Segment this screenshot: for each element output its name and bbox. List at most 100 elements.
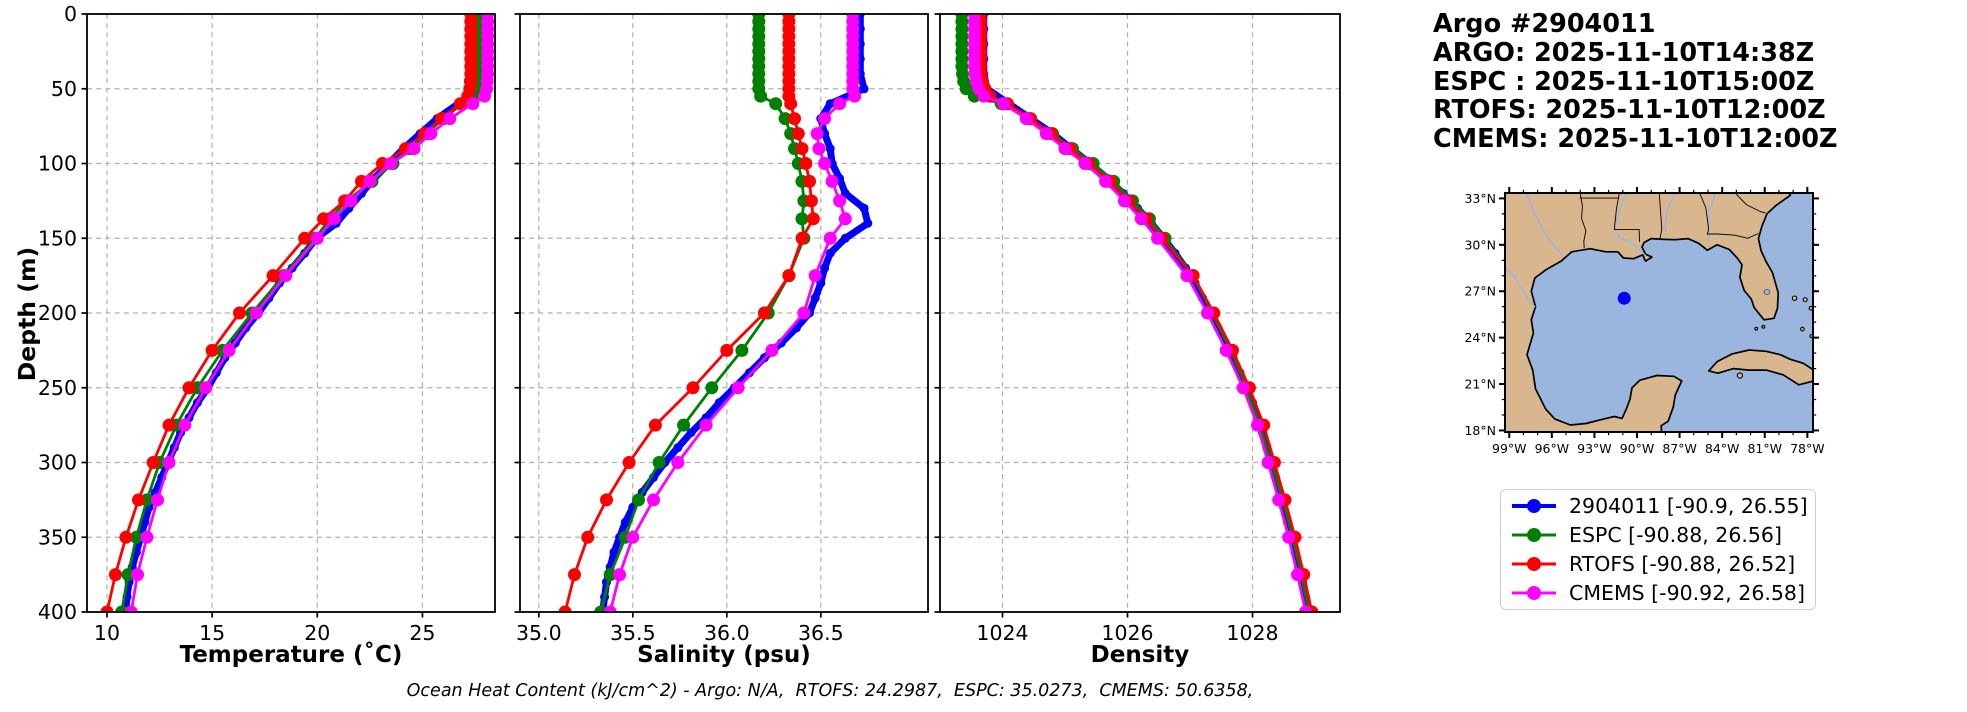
legend-item-label: CMEMS [-90.92, 26.58] [1569,580,1805,605]
map-state-border [1658,193,1663,240]
depth-tick-label: 100 [38,152,77,176]
map-canvas [1505,193,1813,432]
x-tick-label: 20 [304,621,330,645]
legend-item-label: RTOFS [-90.88, 26.52] [1569,551,1796,576]
y-axis-label: Depth (m) [13,246,41,382]
map-lon-label: 96°W [1535,441,1570,456]
map-land-cuba [1707,349,1813,386]
map-islet [1802,297,1808,303]
map-state-border [1613,193,1641,243]
map-river [1614,193,1647,257]
depth-tick-label: 250 [38,376,77,400]
grid [520,13,928,613]
header-cmems-time: CMEMS: 2025-11-10T12:00Z [1433,124,1838,155]
x-tick-label: 36.0 [704,621,750,645]
gulf-of-mexico-map: 33°N 30°N 27°N 24°N 21°N 18°N 99°W 96°W 93°W 90°W… [1465,187,1825,456]
panel-density: 1024 1026 1028 [934,13,1341,645]
series-RTOFS [100,14,478,612]
map-lon-label: 84°W [1705,441,1740,456]
map-lat-label: 21°N [1465,377,1496,392]
map-river [1707,193,1717,242]
legend-item-cmems: CMEMS [-90.92, 26.58] [1511,581,1805,605]
header-espc-time: ESPC : 2025-11-10T15:00Z [1433,66,1815,97]
map-lon-label: 78°W [1790,441,1825,456]
map-land-mainland [1505,193,1792,432]
map-lon-label: 81°W [1747,441,1782,456]
map-state-border [1699,193,1759,239]
map-lat-label: 24°N [1465,330,1496,345]
series-CMEMS [967,14,1313,612]
depth-tick-label: 300 [38,451,77,475]
header-rtofs-time: RTOFS: 2025-11-10T12:00Z [1433,95,1826,126]
x-tick-label: 15 [199,621,225,645]
map-ticks: 33°N 30°N 27°N 24°N 21°N 18°N 99°W 96°W 93°W 90°W… [1465,187,1825,456]
x-tick-label: 10 [94,621,120,645]
map-state-border [1579,193,1587,249]
depth-tick-label: 150 [38,226,77,250]
header-info-block: Argo #2904011 ARGO: 2025-11-10T14:38Z ES… [1433,10,1838,154]
axis-ticks: 1024 1026 1028 [934,13,1279,645]
x-tick-label: 25 [409,621,435,645]
map-islet [1736,372,1744,379]
x-axis-label-density: Density [1090,642,1190,668]
panel-salinity: 35.0 35.5 36.0 36.5 [514,13,929,645]
x-tick-label: 35.0 [516,621,562,645]
legend: 2904011 [-90.9, 26.55] ESPC [-90.88, 26.… [1500,489,1816,610]
depth-tick-label: 200 [38,301,77,325]
x-tick-label: 35.5 [610,621,656,645]
series-CMEMS [124,14,495,612]
map-lake-okeechobee [1763,289,1771,295]
x-tick-label: 1028 [1226,621,1278,645]
map-lon-label: 93°W [1577,441,1612,456]
series-2904011 [121,14,490,612]
map-state-border [1734,193,1766,214]
legend-item-label: 2904011 [-90.9, 26.55] [1569,494,1808,519]
map-border [1504,192,1814,433]
map-islet [1754,326,1759,331]
legend-swatch-rtofs [1512,556,1556,571]
legend-item-argo: 2904011 [-90.9, 26.55] [1511,494,1808,519]
map-river [1525,193,1563,256]
x-axis-label-temperature: Temperature (˚C) [179,642,403,668]
legend-item-label: ESPC [-90.88, 26.56] [1569,523,1782,548]
series-CMEMS [603,14,862,612]
depth-tick-label: 0 [64,2,77,26]
map-lat-label: 27°N [1465,284,1496,299]
legend-swatch-argo [1512,499,1556,514]
legend-item-rtofs: RTOFS [-90.88, 26.52] [1511,552,1805,576]
map-lat-label: 30°N [1465,237,1496,252]
header-float-id: Argo #2904011 [1433,9,1656,39]
series-group [955,14,1319,612]
depth-tick-label: 350 [38,525,77,549]
map-lon-label: 99°W [1492,441,1527,456]
series-RTOFS [558,14,820,612]
map-islet [1791,295,1798,301]
map-lon-label: 87°W [1662,441,1697,456]
map-river [1505,266,1536,308]
float-location-marker [1617,291,1631,305]
series-group [100,14,495,612]
header-argo-time: ARGO: 2025-11-10T14:38Z [1433,37,1815,68]
x-axis-label-salinity: Salinity (psu) [637,642,811,668]
map-lat-label: 18°N [1465,423,1496,438]
map-lon-label: 90°W [1620,441,1655,456]
series-group [558,14,873,612]
depth-tick-label: 400 [38,600,77,624]
depth-tick-label: 50 [51,77,77,101]
axis-ticks: 35.0 35.5 36.0 36.5 [514,13,844,645]
x-tick-label: 1024 [976,621,1028,645]
legend-item-espc: ESPC [-90.88, 26.56] [1511,523,1805,547]
map-islet [1761,324,1766,329]
x-tick-label: 36.5 [798,621,844,645]
legend-swatch-cmems [1512,585,1556,600]
x-tick-label: 1026 [1101,621,1153,645]
map-river [1663,193,1676,232]
map-islet [1800,326,1805,332]
map-lat-label: 33°N [1465,191,1496,206]
legend-swatch-espc [1512,528,1556,543]
ocean-heat-content-caption: Ocean Heat Content (kJ/cm^2) - Argo: N/A… [406,681,1254,701]
